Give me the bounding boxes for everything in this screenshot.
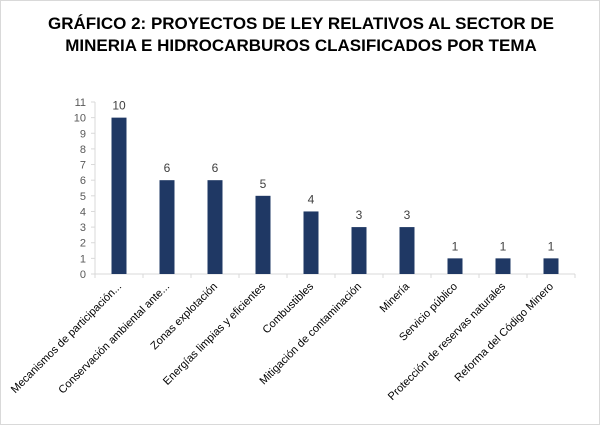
category-label: Minería: [378, 280, 413, 315]
y-tick-label: 0: [80, 269, 86, 281]
category-label: Reforma del Código Minero: [453, 281, 557, 385]
category-labels-group: Mecanismos de participación...Conservaci…: [9, 280, 556, 403]
data-label: 3: [356, 208, 363, 222]
bar: [495, 258, 511, 274]
category-label: Energías limpias y eficientes: [161, 280, 268, 387]
data-label: 6: [212, 161, 219, 175]
y-tick-label: 6: [80, 175, 86, 187]
y-tick-label: 7: [80, 160, 86, 172]
data-label: 1: [500, 239, 507, 253]
bars-group: [111, 117, 559, 275]
data-label: 1: [548, 239, 555, 253]
bar: [447, 258, 463, 274]
data-labels-group: 10 6 6 5 4 3 3 1 1 1: [112, 99, 554, 254]
y-tick-label: 2: [80, 238, 86, 250]
bar: [543, 258, 559, 274]
y-tick-label: 3: [80, 222, 86, 234]
data-label: 5: [260, 177, 267, 191]
y-tick-label: 11: [75, 97, 86, 109]
bar: [399, 227, 415, 274]
y-tick-label: 5: [80, 191, 86, 203]
y-tick-label: 1: [80, 253, 86, 265]
category-label: Mitigación de contaminación: [257, 281, 364, 388]
y-tick-label: 10: [74, 113, 86, 125]
bar: [111, 117, 127, 275]
chart-title: GRÁFICO 2: PROYECTOS DE LEY RELATIVOS AL…: [48, 14, 554, 55]
bar: [255, 195, 271, 274]
bar: [207, 180, 223, 274]
data-label: 4: [308, 192, 315, 206]
x-axis: [94, 273, 576, 278]
y-tick-label: 4: [80, 206, 86, 218]
data-label: 6: [164, 161, 171, 175]
bar: [303, 211, 319, 274]
data-label: 1: [452, 239, 459, 253]
y-tick-label: 8: [80, 144, 86, 156]
y-tick-label: 9: [80, 128, 86, 140]
y-axis: 0 1 2 3 4 5 6 7 8 9 10 11: [74, 97, 96, 281]
bar: [351, 227, 367, 274]
bar: [159, 180, 175, 274]
data-label: 10: [112, 99, 126, 113]
data-label: 3: [404, 208, 411, 222]
